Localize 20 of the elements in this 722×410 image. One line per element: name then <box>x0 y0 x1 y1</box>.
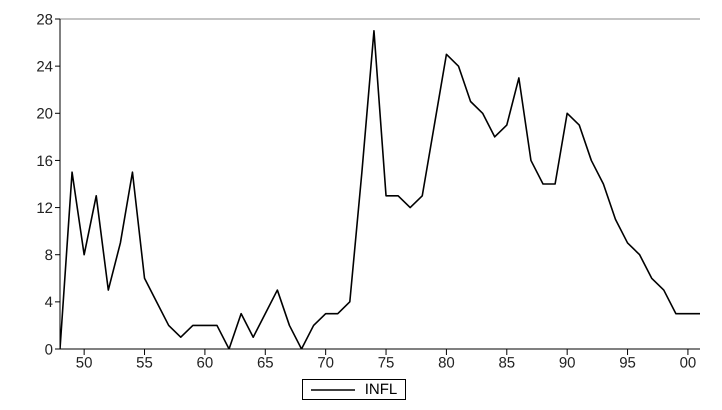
y-tick-label: 20 <box>36 106 53 123</box>
y-tick-label: 28 <box>36 11 53 28</box>
x-tick-label: 70 <box>317 354 334 372</box>
y-tick-label: 16 <box>36 152 53 170</box>
y-tick-label: 12 <box>36 200 53 217</box>
y-tick-label: 8 <box>44 247 53 264</box>
x-tick-label: 60 <box>196 354 214 372</box>
x-tick-label: 65 <box>256 354 274 372</box>
x-tick-label: 85 <box>498 354 516 372</box>
x-tick-label: 95 <box>619 354 636 372</box>
x-tick-label: 75 <box>378 354 394 372</box>
x-tick-label: 90 <box>558 354 576 372</box>
x-tick-label: 55 <box>136 354 153 372</box>
x-tick-label: 50 <box>76 354 92 372</box>
x-tick-label: 00 <box>680 354 696 372</box>
x-tick-label: 80 <box>438 354 455 372</box>
y-tick-label: 24 <box>36 58 53 76</box>
y-tick-label: 0 <box>44 341 53 358</box>
legend-label: INFL <box>364 381 398 398</box>
y-tick-label: 4 <box>44 294 53 312</box>
